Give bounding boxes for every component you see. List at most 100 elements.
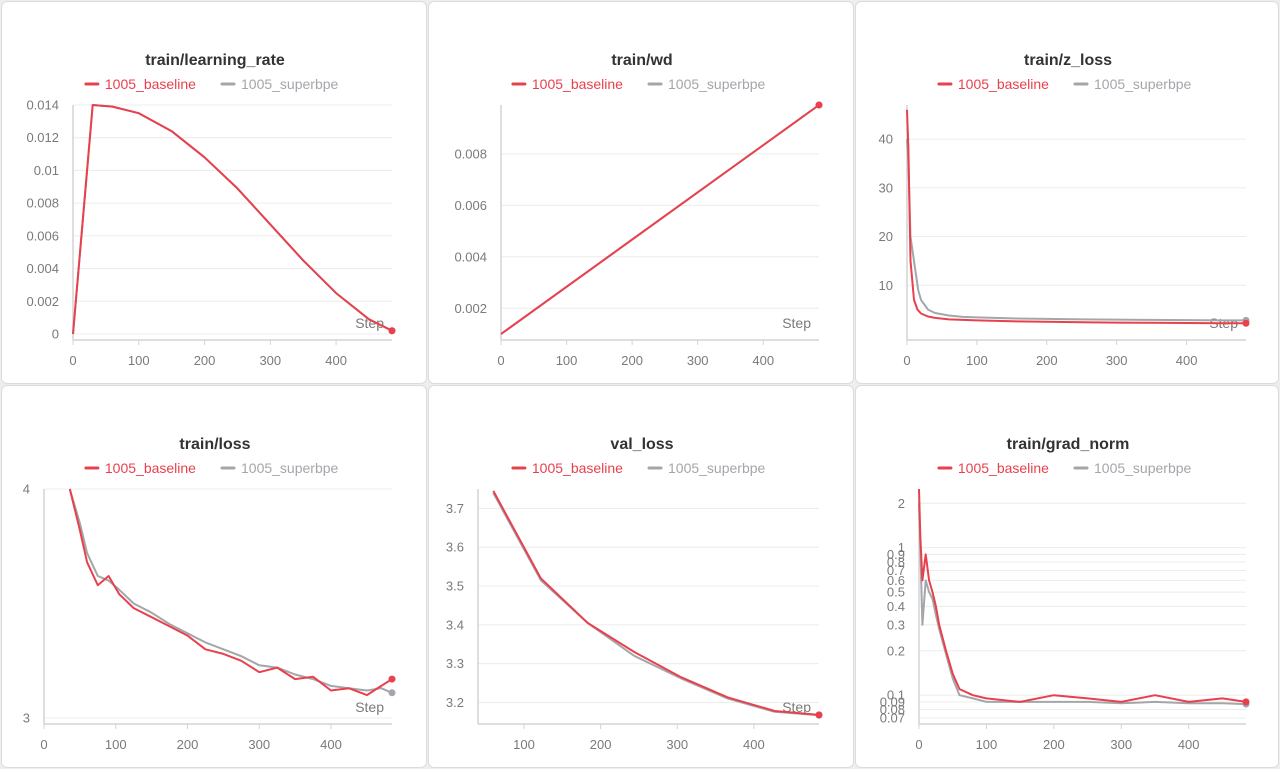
y-tick-label: 0.012 — [26, 130, 59, 145]
y-tick-label: 3.6 — [446, 540, 464, 555]
legend-label: 1005_superbpe — [668, 76, 766, 92]
series-endpoint — [1242, 319, 1250, 327]
x-tick-label: 200 — [194, 353, 216, 368]
legend-label: 1005_superbpe — [241, 76, 339, 92]
x-tick-label: 0 — [497, 353, 504, 368]
x-tick-label: 300 — [248, 737, 270, 752]
series-endpoint — [388, 689, 396, 697]
y-tick-label: 0 — [52, 327, 59, 342]
y-tick-label: 0.002 — [454, 301, 487, 316]
series-line-1005_baseline — [500, 104, 820, 335]
y-tick-label: 0.1 — [887, 688, 905, 703]
series-endpoint — [388, 675, 396, 683]
y-tick-label: 30 — [879, 180, 893, 195]
x-tick-label: 400 — [752, 353, 774, 368]
legend-label: 1005_superbpe — [1094, 76, 1192, 92]
x-tick-label: 300 — [259, 353, 281, 368]
y-tick-label: 0.5 — [887, 585, 905, 600]
x-axis-label: Step — [355, 699, 384, 715]
x-tick-label: 100 — [966, 353, 988, 368]
chart-panel-val-loss[interactable]: val_loss 1005_baseline 1005_superbpe 3.2 3.3… — [428, 385, 854, 768]
chart-panel-z-loss[interactable]: train/z_loss 1005_baseline 1005_superbpe 10… — [855, 1, 1279, 384]
y-tick-label: 40 — [879, 132, 893, 147]
y-tick-label: 0.9 — [887, 547, 905, 562]
series-line-1005_superbpe — [68, 488, 393, 694]
legend-label: 1005_baseline — [958, 460, 1049, 476]
chart-svg-grad-norm: train/grad_norm 1005_baseline 1005_superbp… — [880, 436, 1250, 752]
chart-title: train/learning_rate — [145, 52, 285, 69]
legend-label: 1005_baseline — [532, 460, 623, 476]
y-tick-label: 0.07 — [880, 711, 905, 726]
chart-panel-grad-norm[interactable]: train/grad_norm 1005_baseline 1005_superbp… — [855, 385, 1279, 768]
legend-label: 1005_baseline — [105, 460, 196, 476]
x-tick-label: 300 — [1106, 353, 1128, 368]
y-tick-label: 3.5 — [446, 579, 464, 594]
y-tick-label: 0.006 — [26, 228, 59, 243]
x-tick-label: 400 — [1178, 737, 1200, 752]
series-line-1005_superbpe — [906, 139, 1246, 322]
y-tick-label: 0.08 — [880, 702, 905, 717]
chart-svg-learning-rate: train/learning_rate 1005_baseline 1005_sup… — [26, 52, 396, 368]
x-tick-label: 0 — [69, 353, 76, 368]
y-tick-label: 0.004 — [26, 261, 59, 276]
y-tick-label: 0.3 — [887, 617, 905, 632]
x-tick-label: 200 — [621, 353, 643, 368]
series-line-1005_baseline — [918, 488, 1247, 703]
chart-title: train/grad_norm — [1007, 436, 1130, 453]
y-tick-label: 3.7 — [446, 501, 464, 516]
y-tick-label: 0.8 — [887, 554, 905, 569]
series-line-1005_superbpe — [918, 503, 1247, 706]
y-tick-label: 0.01 — [34, 163, 59, 178]
series-line-1005_baseline — [72, 104, 393, 335]
series-line-1005_baseline — [906, 109, 1246, 325]
x-tick-label: 200 — [590, 737, 612, 752]
chart-svg-val-loss: val_loss 1005_baseline 1005_superbpe 3.2 3.3… — [446, 436, 823, 752]
x-tick-label: 0 — [40, 737, 47, 752]
chart-title: train/z_loss — [1024, 52, 1112, 69]
x-tick-label: 400 — [320, 737, 342, 752]
y-tick-label: 3 — [23, 711, 30, 726]
legend-label: 1005_baseline — [958, 76, 1049, 92]
y-tick-label: 10 — [879, 278, 893, 293]
chart-panel-loss[interactable]: train/loss 1005_baseline 1005_superbpe 3 4 0 1… — [1, 385, 427, 768]
x-axis-label: Step — [782, 315, 811, 331]
chart-title: train/wd — [611, 52, 672, 69]
series-line-1005_superbpe — [492, 492, 820, 717]
series-line-1005_baseline — [68, 488, 393, 697]
series-endpoint — [1242, 698, 1250, 706]
x-tick-label: 300 — [666, 737, 688, 752]
y-tick-label: 3.2 — [446, 695, 464, 710]
y-tick-label: 0.004 — [454, 249, 487, 264]
x-tick-label: 300 — [687, 353, 709, 368]
chart-panel-wd[interactable]: train/wd 1005_baseline 1005_superbpe 0.002 0… — [428, 1, 854, 384]
y-tick-label: 2 — [898, 496, 905, 511]
legend-label: 1005_baseline — [532, 76, 623, 92]
y-tick-label: 0.014 — [26, 98, 59, 113]
x-tick-label: 200 — [1036, 353, 1058, 368]
series-endpoint — [815, 711, 823, 719]
series-endpoint — [388, 327, 396, 335]
x-tick-label: 300 — [1110, 737, 1132, 752]
y-tick-label: 0.006 — [454, 198, 487, 213]
legend-label: 1005_superbpe — [1094, 460, 1192, 476]
x-tick-label: 100 — [556, 353, 578, 368]
x-tick-label: 400 — [1176, 353, 1198, 368]
x-tick-label: 200 — [1043, 737, 1065, 752]
x-tick-label: 200 — [177, 737, 199, 752]
y-tick-label: 3.3 — [446, 656, 464, 671]
y-tick-label: 0.4 — [887, 599, 905, 614]
legend-label: 1005_superbpe — [668, 460, 766, 476]
chart-svg-loss: train/loss 1005_baseline 1005_superbpe 3 4 0 1… — [23, 436, 396, 752]
series-line-1005_baseline — [492, 490, 820, 716]
chart-svg-wd: train/wd 1005_baseline 1005_superbpe 0.002 0… — [454, 52, 823, 368]
series-endpoint — [815, 101, 823, 109]
x-tick-label: 400 — [743, 737, 765, 752]
chart-svg-z-loss: train/z_loss 1005_baseline 1005_superbpe 10… — [879, 52, 1250, 368]
x-tick-label: 400 — [325, 353, 347, 368]
y-tick-label: 0.09 — [880, 694, 905, 709]
chart-panel-learning-rate[interactable]: train/learning_rate 1005_baseline 1005_sup… — [1, 1, 427, 384]
y-tick-label: 0.002 — [26, 294, 59, 309]
y-tick-label: 0.7 — [887, 563, 905, 578]
y-tick-label: 0.2 — [887, 643, 905, 658]
y-tick-label: 0.008 — [26, 196, 59, 211]
